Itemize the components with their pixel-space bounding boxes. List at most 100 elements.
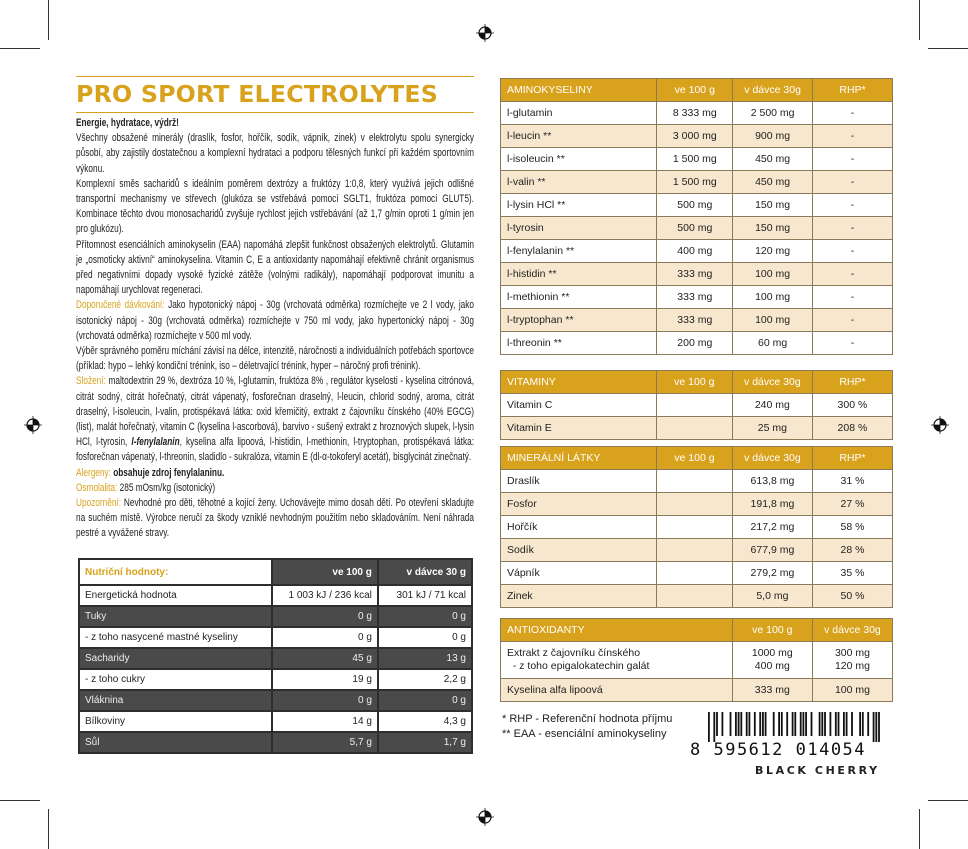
table-row: l-histidin ** 333 mg 100 mg -: [499, 262, 893, 286]
table-cell: 50 %: [811, 584, 894, 608]
allergens: Alergeny: obsahuje zdroj fenylalaninu.: [76, 466, 474, 481]
paragraph: Přítomnost esenciálních aminokyselin (EA…: [76, 238, 474, 297]
registration-mark-icon: [24, 416, 42, 434]
intro-heading: Energie, hydratace, výdrž!: [76, 117, 179, 129]
footnotes: * RHP - Referenční hodnota příjmu ** EAA…: [502, 712, 672, 742]
table-cell: [655, 469, 733, 493]
table-cell: 500 mg: [656, 193, 734, 217]
table-row: Fosfor 191,8 mg 27 %: [500, 492, 894, 516]
osmolality-label: Osmolalita:: [76, 481, 118, 494]
table-cell: 5,0 mg: [731, 584, 813, 608]
table-cell: Vápník: [500, 561, 657, 585]
warning: Upozornění: Nevhodné pro děti, těhotné a…: [76, 496, 474, 542]
table-cell: Tuky: [77, 605, 274, 628]
barcode-bar: [851, 712, 853, 736]
table-cell: -: [812, 239, 893, 263]
barcode-bar: [837, 712, 840, 736]
header-cell: v dávce 30 g: [376, 558, 474, 586]
table-cell: 14 g: [271, 710, 379, 733]
table-cell: Sodík: [500, 538, 657, 562]
barcode-bar: [713, 712, 716, 742]
table-cell: Hořčík: [500, 515, 657, 539]
barcode-bar: [872, 712, 875, 742]
table-cell: -: [812, 308, 893, 332]
table-row: - z toho cukry 19 g 2,2 g: [77, 668, 474, 691]
table-cell: 0 g: [376, 626, 474, 649]
barcode-bar: [875, 712, 878, 742]
table-cell: -: [812, 124, 893, 148]
table-cell: 27 %: [811, 492, 894, 516]
crop-mark: [48, 0, 49, 40]
allergens-text: obsahuje zdroj fenylalaninu.: [110, 466, 225, 479]
barcode-bar: [762, 712, 764, 736]
table-row: l-glutamin 8 333 mg 2 500 mg -: [499, 101, 893, 125]
footnote: ** EAA - esenciální aminokyseliny: [502, 728, 667, 740]
barcode-bar: [810, 712, 813, 736]
composition-label: Složení:: [76, 375, 106, 388]
table-cell: [655, 561, 733, 585]
table-row: Sacharidy 45 g 13 g: [77, 647, 474, 670]
barcode-bar: [780, 712, 783, 736]
table-row: Vitamin C 240 mg 300 %: [500, 393, 894, 417]
barcode-bar: [745, 712, 748, 736]
table-cell: Sůl: [77, 731, 274, 754]
table-cell: 8 333 mg: [656, 101, 734, 125]
table-cell: Draslík: [500, 469, 657, 493]
table-cell: Vitamin C: [500, 393, 657, 417]
table-cell: l-lysin HCl **: [499, 193, 658, 217]
table-cell: 613,8 mg: [731, 469, 813, 493]
table-cell: 1 003 kJ / 236 kcal: [271, 584, 379, 607]
barcode-bar: [753, 712, 756, 736]
table-row: Vápník 279,2 mg 35 %: [500, 561, 894, 585]
table-cell: Extrakt z čajovníku čínského - z toho ep…: [500, 641, 733, 679]
header-cell: RHP*: [812, 78, 893, 102]
crop-mark: [48, 809, 49, 849]
table-cell: 2 500 mg: [732, 101, 814, 125]
table-cell: 450 mg: [732, 170, 814, 194]
table-row: Draslík 613,8 mg 31 %: [500, 469, 894, 493]
table-cell: Zinek: [500, 584, 657, 608]
barcode-bar: [824, 712, 826, 736]
registration-mark-icon: [476, 24, 494, 42]
header-cell: AMINOKYSELINY: [499, 78, 658, 102]
header-cell: v dávce 30g: [731, 370, 813, 394]
barcode-bar: [834, 712, 837, 736]
product-title: PRO SPORT ELECTROLYTES: [76, 82, 439, 108]
barcode-bar: [778, 712, 780, 736]
table-cell: l-threonin **: [499, 331, 658, 355]
dosage: Doporučené dávkování: Jako hypotonický n…: [76, 298, 474, 344]
table-cell: l-histidin **: [499, 262, 658, 286]
dosage-text: Jako hypotonický nápoj - 30g (vrchovatá …: [76, 299, 475, 342]
barcode-bar: [772, 712, 775, 736]
warning-label: Upozornění:: [76, 497, 122, 510]
table-cell: 677,9 mg: [731, 538, 813, 562]
barcode-bar: [878, 712, 880, 742]
table-cell: 1 500 mg: [656, 170, 734, 194]
table-cell: 60 mg: [732, 331, 814, 355]
composition-text: , kyselina alfa lipoová, l-histidin, l-m…: [76, 436, 474, 464]
table-row: Extrakt z čajovníku čínského - z toho ep…: [500, 641, 894, 679]
table-cell: 279,2 mg: [731, 561, 813, 585]
table-cell: [655, 538, 733, 562]
table-cell: [655, 492, 733, 516]
table-row: Bílkoviny 14 g 4,3 g: [77, 710, 474, 733]
table-row: l-lysin HCl ** 500 mg 150 mg -: [499, 193, 893, 217]
barcode-bar: [729, 712, 732, 736]
table-cell: l-tryptophan **: [499, 308, 658, 332]
dosage-label: Doporučené dávkování:: [76, 299, 165, 312]
header-cell: ve 100 g: [731, 618, 813, 642]
table-cell: 0 g: [271, 626, 379, 649]
barcode-bar: [805, 712, 807, 736]
barcode-bar: [818, 712, 821, 736]
crop-mark: [919, 0, 920, 40]
table-row: l-leucin ** 3 000 mg 900 mg -: [499, 124, 893, 148]
table-cell: - z toho nasycené mastné kyseliny: [77, 626, 274, 649]
barcode-bar: [859, 712, 861, 736]
table-cell: - z toho cukry: [77, 668, 274, 691]
table-cell: l-tyrosin: [499, 216, 658, 240]
